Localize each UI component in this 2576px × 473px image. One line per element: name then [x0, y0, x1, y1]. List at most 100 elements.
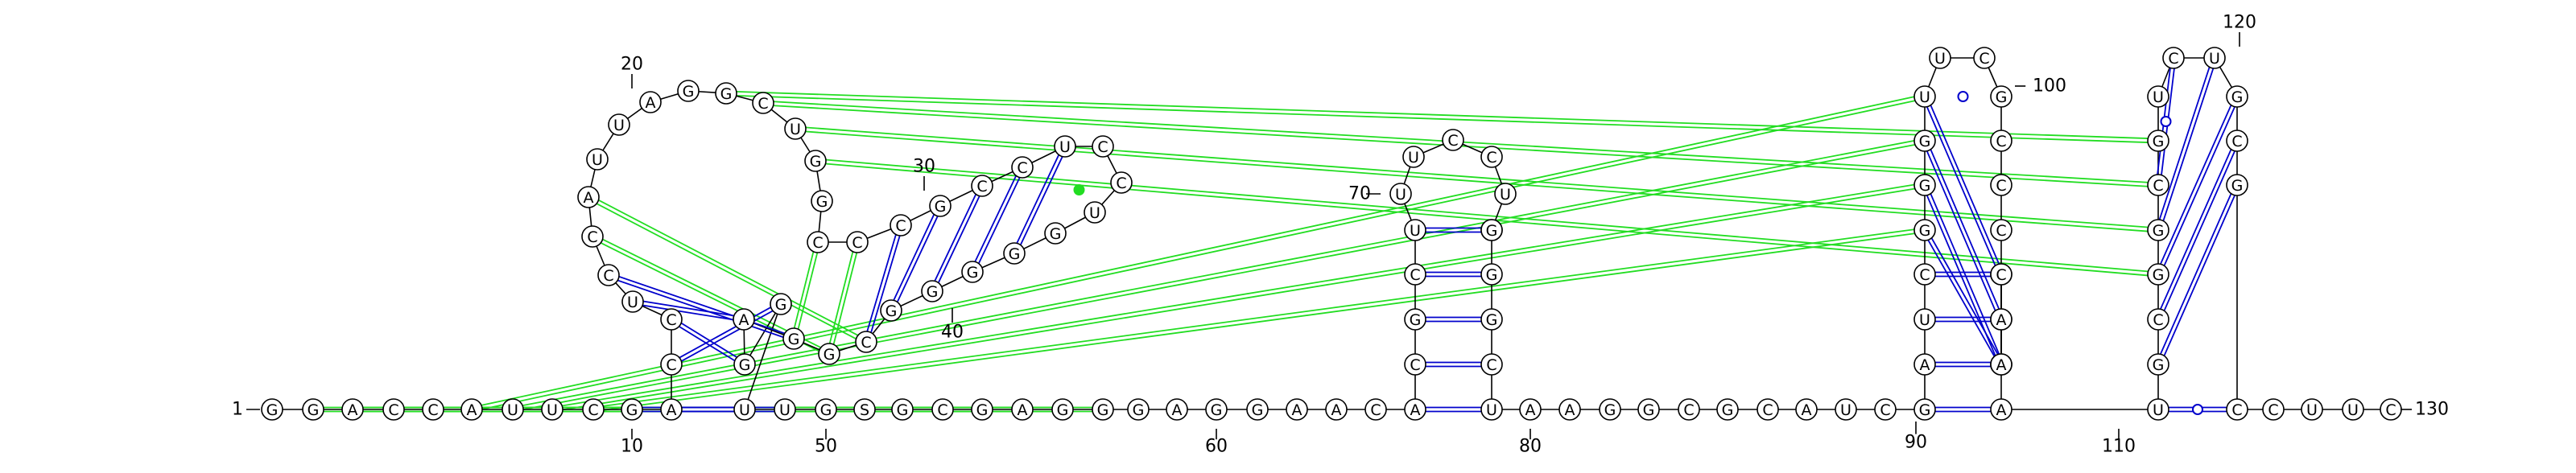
- nucleotide: G: [2148, 264, 2169, 285]
- nucleotide: G: [930, 195, 951, 216]
- nucleotide-letter: G: [2153, 222, 2165, 240]
- pseudoknot-pair-line: [552, 187, 1925, 411]
- nucleotide-letter: G: [720, 85, 733, 103]
- nucleotide: C: [890, 215, 911, 236]
- nucleotide: U: [1930, 47, 1951, 68]
- nucleotide: G: [1914, 175, 1935, 195]
- nucleotide-letter: G: [1057, 401, 1069, 419]
- nucleotide: G: [962, 261, 983, 282]
- nucleotide: C: [1405, 354, 1426, 375]
- nucleotide-letter: G: [1486, 222, 1498, 240]
- position-number-label: 130: [2401, 400, 2449, 420]
- nucleotide: U: [1405, 220, 1426, 241]
- nucleotide: G: [1600, 399, 1620, 420]
- nucleotide: A: [733, 309, 754, 330]
- nucleotide: C: [2148, 309, 2169, 330]
- nucleotide-letter: U: [1408, 149, 1419, 167]
- nucleotide-letter: G: [967, 264, 979, 282]
- base-pair-line: [633, 300, 744, 318]
- nucleotide: G: [1914, 220, 1935, 241]
- nucleotide: G: [892, 399, 913, 420]
- nucleotide-letter: C: [937, 401, 947, 419]
- nucleotide: G: [1914, 130, 1935, 151]
- nucleotide-letter: C: [2168, 50, 2178, 68]
- base-pair-line: [868, 226, 902, 343]
- nucleotide: C: [1757, 399, 1778, 420]
- position-number: 50: [815, 437, 837, 457]
- nucleotide: C: [2227, 399, 2248, 420]
- nucleotide: C: [1991, 220, 2012, 241]
- nucleotide: U: [502, 399, 523, 420]
- nucleotide: U: [2301, 399, 2322, 420]
- nucleotide-letter: C: [1979, 50, 1989, 68]
- nucleotide: U: [587, 149, 608, 170]
- nucleotide-letter: C: [666, 311, 676, 329]
- nucleotide-letter: G: [1919, 401, 1931, 419]
- nucleotide-letter: U: [1919, 311, 1930, 329]
- nucleotide: C: [847, 232, 868, 253]
- position-number: 130: [2415, 400, 2449, 420]
- nucleotide-letter: G: [683, 83, 695, 101]
- nucleotide: G: [262, 399, 283, 420]
- nucleotide-letter: C: [1762, 401, 1773, 419]
- nucleotide: G: [2227, 86, 2248, 107]
- nucleotide: U: [1403, 146, 1424, 167]
- nucleotide-letter: G: [810, 153, 822, 171]
- nucleotide: C: [2380, 399, 2401, 420]
- nucleotide-letter: C: [2385, 401, 2396, 419]
- pseudoknot-pair-line: [795, 243, 819, 339]
- position-number-label: 90: [1905, 422, 1927, 453]
- nucleotide-letter: G: [897, 401, 909, 419]
- pseudoknot-layer: [313, 92, 2158, 412]
- nucleotide: A: [1012, 399, 1033, 420]
- position-number-label: 110: [2102, 429, 2136, 457]
- nucleotide-letter: C: [758, 95, 768, 113]
- nucleotide: G: [1991, 86, 2012, 107]
- pseudoknot-pair-line: [473, 98, 1926, 411]
- nucleotide: U: [1835, 399, 1856, 420]
- nucleotide: U: [734, 399, 755, 420]
- nucleotide: C: [582, 226, 603, 247]
- wobble-pair-marker: [1959, 92, 1968, 101]
- nucleotide-letter: U: [1059, 138, 1071, 156]
- pseudoknot-pair-line: [471, 95, 1924, 408]
- base-pair-line: [1926, 229, 2003, 364]
- nucleotide-letter: A: [1996, 311, 2007, 329]
- position-number-label: 40: [941, 308, 964, 343]
- nucleotide-letter: G: [739, 356, 751, 374]
- nucleotide-letter: G: [1486, 266, 1498, 284]
- nucleotide-letter: C: [1447, 132, 1458, 150]
- nucleotide-letter: C: [1410, 266, 1420, 284]
- nucleotide-letter: A: [1996, 356, 2007, 374]
- nucleotide: G: [881, 300, 902, 321]
- nucleotide-letter: C: [1017, 159, 1027, 177]
- position-number: 20: [621, 55, 643, 75]
- nucleotide: C: [1991, 130, 2012, 151]
- nucleotide-letter: U: [739, 401, 750, 419]
- nucleotide-letter: G: [308, 401, 320, 419]
- nucleotide-letter: A: [739, 311, 749, 329]
- nucleotide: U: [1914, 86, 1935, 107]
- nucleotide: G: [1128, 399, 1149, 420]
- nucleotide-letter: C: [976, 178, 987, 195]
- nucleotide: G: [2148, 354, 2169, 375]
- nucleotide: A: [1520, 399, 1541, 420]
- nucleotide-letter: G: [2231, 88, 2244, 106]
- position-number: 60: [1205, 437, 1228, 457]
- nucleotide: G: [770, 294, 791, 315]
- nucleotide-letter: C: [603, 267, 613, 285]
- nucleotide-letter: U: [1840, 401, 1852, 419]
- nucleotide: A: [461, 399, 482, 420]
- nucleotide-letter: G: [1919, 222, 1931, 240]
- nucleotide-letter: G: [1486, 311, 1498, 329]
- nucleotide-letter: G: [1919, 177, 1931, 195]
- pseudoknot-pair-line: [513, 142, 1925, 411]
- nucleotide-letter: A: [1172, 401, 1183, 419]
- nucleotide: U: [1914, 309, 1935, 330]
- nucleotide: G: [815, 399, 836, 420]
- position-number: 120: [2223, 13, 2256, 33]
- pseudoknot-pair-line: [795, 130, 2158, 232]
- nucleotide: U: [1390, 183, 1411, 204]
